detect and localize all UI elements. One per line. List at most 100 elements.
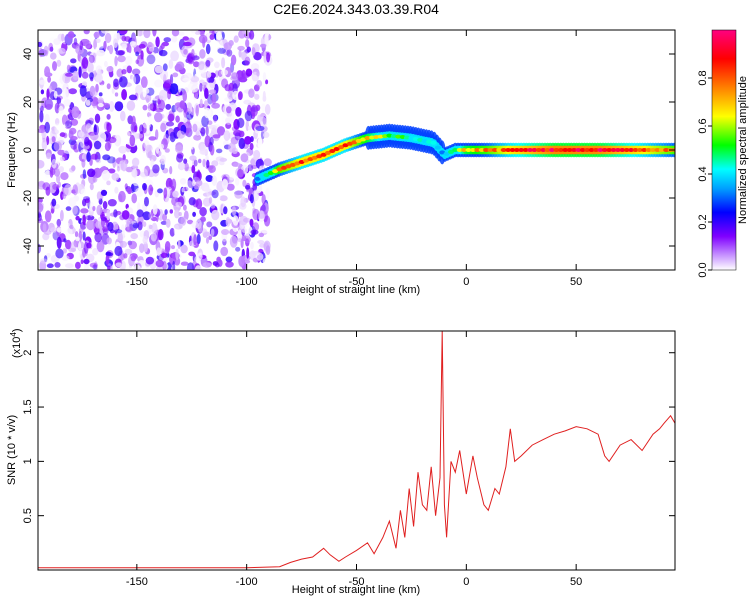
noise-speck xyxy=(123,253,128,259)
noise-speck xyxy=(222,238,227,246)
noise-speck xyxy=(77,242,82,251)
noise-speck xyxy=(175,201,182,208)
noise-speck xyxy=(176,94,183,102)
noise-speck xyxy=(38,128,46,133)
noise-speck xyxy=(131,115,136,127)
noise-speck xyxy=(104,60,108,68)
noise-speck xyxy=(127,187,132,195)
noise-speck xyxy=(68,197,77,207)
noise-speck xyxy=(104,32,112,44)
noise-speck xyxy=(181,187,185,193)
noise-speck xyxy=(138,43,146,49)
noise-speck xyxy=(120,110,126,122)
noise-speck xyxy=(80,188,87,196)
noise-speck xyxy=(85,99,91,106)
noise-speck xyxy=(113,38,118,48)
noise-speck xyxy=(219,160,225,166)
noise-speck xyxy=(250,229,259,235)
noise-speck xyxy=(179,178,187,185)
noise-speck xyxy=(75,215,80,221)
ridge-core-mark xyxy=(549,148,555,152)
ridge-core-mark xyxy=(338,145,345,150)
noise-speck xyxy=(164,209,168,215)
noise-speck xyxy=(165,121,175,127)
noise-speck xyxy=(185,180,193,192)
noise-speck xyxy=(113,209,118,218)
noise-speck xyxy=(223,206,228,215)
noise-speck xyxy=(192,123,198,133)
ridge-core-mark xyxy=(452,148,459,152)
noise-speck xyxy=(79,40,83,51)
ridge-core-mark xyxy=(632,148,639,152)
noise-speck xyxy=(101,169,111,181)
ridge-core-mark xyxy=(267,171,274,175)
noise-speck xyxy=(70,136,78,141)
noise-speck xyxy=(223,130,231,142)
noise-speck xyxy=(69,167,75,173)
noise-speck xyxy=(257,240,265,244)
noise-speck xyxy=(54,102,60,114)
noise-speck xyxy=(255,125,265,131)
noise-speck xyxy=(219,157,228,162)
noise-speck xyxy=(53,90,58,99)
noise-speck xyxy=(162,261,167,270)
ridge-core-mark xyxy=(650,148,656,152)
noise-speck xyxy=(148,212,154,220)
noise-speck xyxy=(78,66,82,78)
noise-speck xyxy=(175,144,184,154)
noise-speck xyxy=(256,80,263,87)
noise-speck xyxy=(107,221,114,232)
noise-speck xyxy=(56,227,62,233)
noise-speck xyxy=(261,103,266,112)
noise-speck xyxy=(210,203,216,209)
noise-speck xyxy=(78,228,84,233)
ridge-core-mark xyxy=(527,148,533,152)
noise-speck xyxy=(116,32,121,41)
noise-speck xyxy=(117,166,120,172)
noise-speck xyxy=(92,91,98,96)
noise-speck xyxy=(93,140,102,150)
noise-speck xyxy=(160,220,168,225)
noise-speck xyxy=(65,263,74,269)
ridge-core-mark xyxy=(553,148,560,152)
noise-speck xyxy=(253,52,262,61)
noise-speck xyxy=(118,76,128,88)
noise-speck xyxy=(145,144,153,153)
noise-speck xyxy=(49,46,54,52)
noise-speck xyxy=(171,245,175,250)
noise-speck xyxy=(150,232,157,242)
noise-speck xyxy=(225,117,231,124)
noise-speck xyxy=(142,236,148,245)
noise-speck xyxy=(101,265,106,270)
noise-speck xyxy=(192,211,197,217)
noise-speck xyxy=(115,262,122,268)
noise-speck xyxy=(111,88,115,94)
noise-speck xyxy=(232,215,239,226)
noise-speck xyxy=(114,229,123,234)
noise-speck xyxy=(142,122,151,129)
noise-speck xyxy=(221,78,229,89)
noise-speck xyxy=(250,136,254,143)
noise-speck xyxy=(205,59,211,67)
noise-speck xyxy=(86,151,91,162)
noise-speck xyxy=(121,261,131,269)
noise-speck xyxy=(74,231,79,238)
snr-series-line xyxy=(38,331,675,569)
ridge-core-mark xyxy=(588,148,595,152)
noise-speck xyxy=(171,35,178,43)
noise-speck xyxy=(43,230,52,236)
noise-speck xyxy=(44,113,50,125)
snr-panel: -150 -100 -50 0 50 0.5 1 1.5 2 Height of straigh… xyxy=(6,328,676,596)
noise-speck xyxy=(118,190,126,203)
noise-speck xyxy=(204,135,211,148)
noise-speck xyxy=(44,121,50,134)
noise-speck xyxy=(70,241,77,252)
noise-speck xyxy=(155,259,164,268)
ridge-core-mark xyxy=(430,140,437,145)
noise-speck xyxy=(184,162,189,172)
noise-speck xyxy=(86,219,95,231)
noise-speck xyxy=(56,59,62,67)
noise-speck xyxy=(82,214,86,226)
noise-speck xyxy=(196,233,201,245)
